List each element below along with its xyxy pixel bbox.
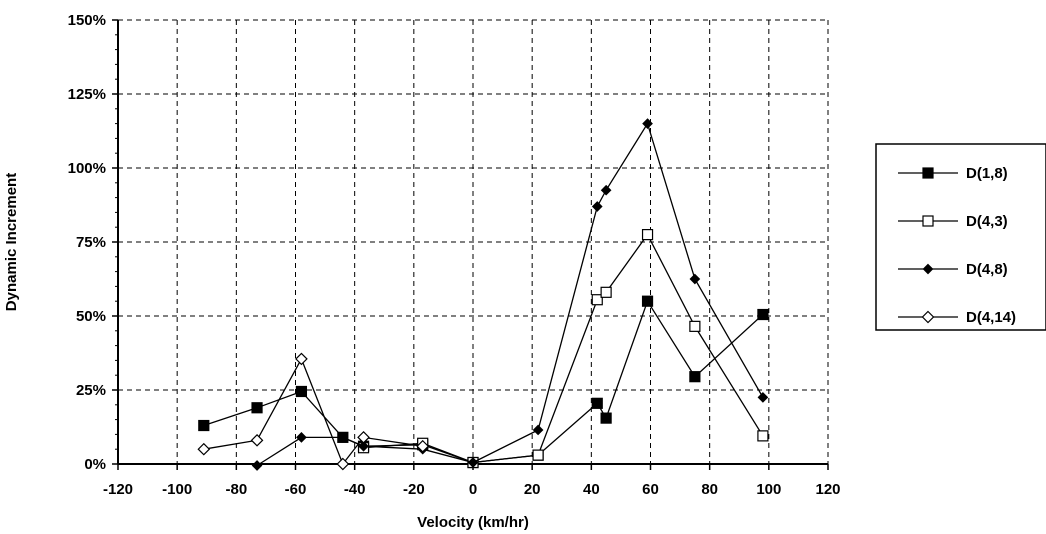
- series-line: [203, 299, 764, 464]
- legend-marker: [921, 310, 935, 324]
- legend-item: D(4,3): [898, 213, 1008, 230]
- data-point: [757, 430, 769, 442]
- series-4: [197, 352, 430, 471]
- legend-marker: [922, 263, 934, 275]
- legend: D(1,8) D(4,3) D(4,8) D(4,14): [875, 143, 1046, 331]
- x-tick-label: 100: [756, 481, 781, 498]
- data-point: [296, 432, 307, 443]
- x-tick-label: -20: [403, 481, 425, 498]
- data-point: [532, 449, 544, 461]
- data-point: [197, 442, 211, 456]
- legend-label: D(1,8): [966, 165, 1008, 182]
- data-point: [689, 371, 701, 383]
- data-point: [591, 294, 603, 306]
- x-tick-label: -80: [225, 481, 247, 498]
- data-point: [336, 457, 350, 471]
- legend-label: D(4,3): [966, 213, 1008, 230]
- data-point: [641, 295, 654, 307]
- x-tick-label: -100: [162, 481, 192, 498]
- x-tick-labels: -120 -100 -80 -60 -40 -20 0 20 40 60 80 100 120: [103, 481, 841, 498]
- series-line: [256, 122, 764, 467]
- data-point: [532, 424, 544, 436]
- y-axis-title: Dynamic Increment: [3, 173, 20, 311]
- axes: [112, 19, 829, 470]
- x-tick-label: -40: [344, 481, 366, 498]
- y-tick-label: 150%: [68, 12, 106, 29]
- series: [197, 118, 769, 471]
- data-point: [295, 352, 308, 366]
- data-point: [642, 118, 653, 129]
- data-point: [250, 433, 264, 447]
- series-line: [203, 357, 423, 466]
- y-tick-label: 0%: [84, 456, 106, 473]
- data-point: [357, 431, 370, 444]
- data-point: [591, 397, 603, 409]
- legend-box: [875, 143, 1046, 331]
- y-tick-label: 125%: [68, 86, 106, 103]
- series-1: [198, 295, 769, 469]
- y-tick-label: 100%: [68, 160, 106, 177]
- data-point: [416, 439, 430, 453]
- data-point: [600, 184, 612, 196]
- data-point: [757, 392, 769, 403]
- x-tick-label: -60: [285, 481, 307, 498]
- legend-item: D(4,14): [898, 309, 1016, 326]
- grid: [118, 19, 829, 464]
- data-point: [641, 229, 654, 241]
- y-tick-label: 25%: [76, 382, 106, 399]
- data-point: [358, 440, 369, 452]
- x-tick-label: 0: [469, 481, 477, 498]
- data-point: [591, 201, 603, 212]
- legend-marker: [922, 167, 934, 179]
- y-tick-label: 50%: [76, 308, 106, 325]
- x-tick-label: 40: [583, 481, 600, 498]
- data-point: [467, 457, 479, 468]
- data-point: [600, 412, 612, 424]
- data-point: [251, 460, 263, 471]
- data-point: [198, 419, 210, 432]
- x-tick-label: 80: [701, 481, 718, 498]
- legend-label: D(4,8): [966, 261, 1008, 278]
- x-tick-label: 60: [642, 481, 659, 498]
- series-2: [357, 229, 769, 469]
- legend-label: D(4,14): [966, 309, 1016, 326]
- x-tick-label: 20: [524, 481, 541, 498]
- data-point: [757, 308, 769, 321]
- data-point: [251, 402, 263, 414]
- legend-item: D(4,8): [898, 261, 1008, 278]
- x-tick-label: 120: [815, 481, 840, 498]
- series-line: [363, 233, 764, 464]
- data-point: [337, 432, 349, 443]
- series-3: [251, 118, 769, 471]
- y-tick-label: 75%: [76, 234, 106, 251]
- data-point: [689, 273, 701, 285]
- data-point: [689, 320, 701, 332]
- x-tick-label: -120: [103, 481, 133, 498]
- data-point: [295, 385, 308, 398]
- legend-marker: [922, 215, 934, 227]
- data-point: [600, 286, 612, 298]
- y-tick-labels: 0% 25% 50% 75% 100% 125% 150%: [68, 12, 106, 473]
- x-axis-title: Velocity (km/hr): [417, 514, 529, 531]
- legend-item: D(1,8): [898, 165, 1008, 182]
